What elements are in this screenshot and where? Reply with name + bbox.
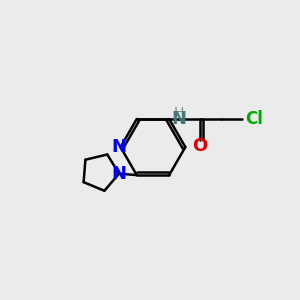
- Text: N: N: [112, 165, 127, 183]
- Text: O: O: [193, 136, 208, 154]
- Text: N: N: [112, 138, 127, 156]
- Text: Cl: Cl: [245, 110, 262, 128]
- Text: N: N: [172, 110, 187, 128]
- Text: H: H: [174, 106, 184, 119]
